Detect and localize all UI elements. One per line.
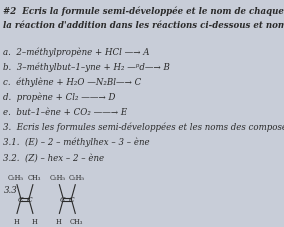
Text: 3.  Ecris les formules semi-développées et les noms des composés suivants :: 3. Ecris les formules semi-développées e… xyxy=(3,122,284,132)
Text: e.  but–1–ène + CO₂ ——→ E: e. but–1–ène + CO₂ ——→ E xyxy=(3,108,128,117)
Text: b.  3–méthylbut–1–yne + H₂ —ᵖd—→ B: b. 3–méthylbut–1–yne + H₂ —ᵖd—→ B xyxy=(3,63,170,72)
Text: 3.1.  (E) – 2 – méthylhex – 3 – ène: 3.1. (E) – 2 – méthylhex – 3 – ène xyxy=(3,137,150,147)
Text: CH₃: CH₃ xyxy=(28,174,41,182)
Text: 3.3: 3.3 xyxy=(3,185,17,194)
Text: H: H xyxy=(31,217,37,225)
Text: H: H xyxy=(13,217,19,225)
Text: a.  2–méthylpropène + HCl —→ A: a. 2–méthylpropène + HCl —→ A xyxy=(3,48,150,57)
Text: H: H xyxy=(56,217,61,225)
Text: C₂H₅: C₂H₅ xyxy=(69,174,85,182)
Text: la réaction d'addition dans les réactions ci-dessous et nomme la réaction :: la réaction d'addition dans les réaction… xyxy=(3,21,284,30)
Text: C₂H₅: C₂H₅ xyxy=(7,174,24,182)
Text: d.  propène + Cl₂ ——→ D: d. propène + Cl₂ ——→ D xyxy=(3,92,116,102)
Text: #2  Ecris la formule semi-développée et le nom de chaque produit obtenu lors de: #2 Ecris la formule semi-développée et l… xyxy=(3,7,284,16)
Text: c.  éthylène + H₂O —N₂Bl—→ C: c. éthylène + H₂O —N₂Bl—→ C xyxy=(3,78,142,87)
Text: C: C xyxy=(27,195,32,203)
Text: C₂H₅: C₂H₅ xyxy=(50,174,66,182)
Text: C: C xyxy=(69,195,75,203)
Text: CH₃: CH₃ xyxy=(70,217,83,225)
Text: C: C xyxy=(60,195,66,203)
Text: C: C xyxy=(18,195,23,203)
Text: 3.2.  (Z) – hex – 2 – ène: 3.2. (Z) – hex – 2 – ène xyxy=(3,153,105,161)
